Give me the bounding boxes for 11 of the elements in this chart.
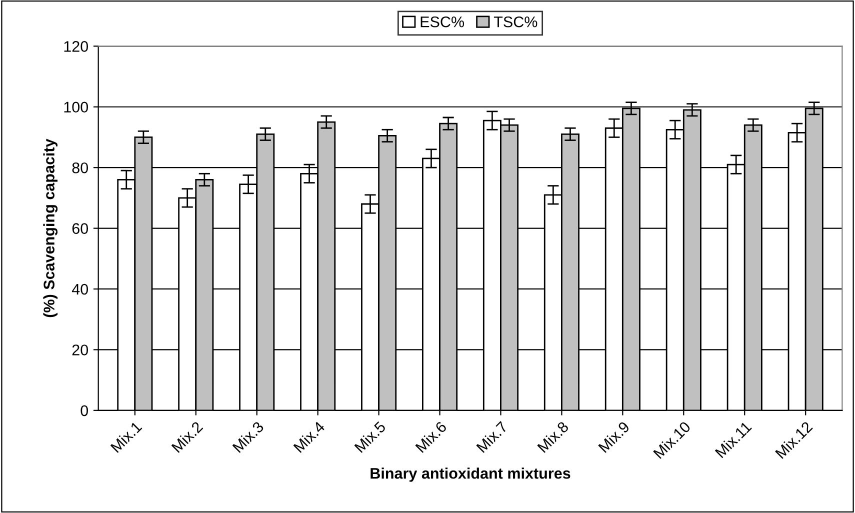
y-tick-label: 0 bbox=[80, 405, 88, 416]
y-tick-label: 120 bbox=[64, 41, 88, 52]
x-axis-title: Binary antioxidant mixtures bbox=[370, 468, 570, 482]
y-tick-label: 60 bbox=[72, 223, 88, 234]
legend-label: ESC% bbox=[420, 16, 464, 28]
y-tick-label: 80 bbox=[72, 162, 88, 174]
y-tick-label: 40 bbox=[72, 284, 88, 295]
legend-label: TSC% bbox=[494, 16, 538, 28]
y-axis-title: (%) Scavenging capacity bbox=[43, 138, 58, 318]
y-tick-label: 20 bbox=[72, 344, 88, 356]
y-tick-label: 100 bbox=[64, 102, 88, 113]
